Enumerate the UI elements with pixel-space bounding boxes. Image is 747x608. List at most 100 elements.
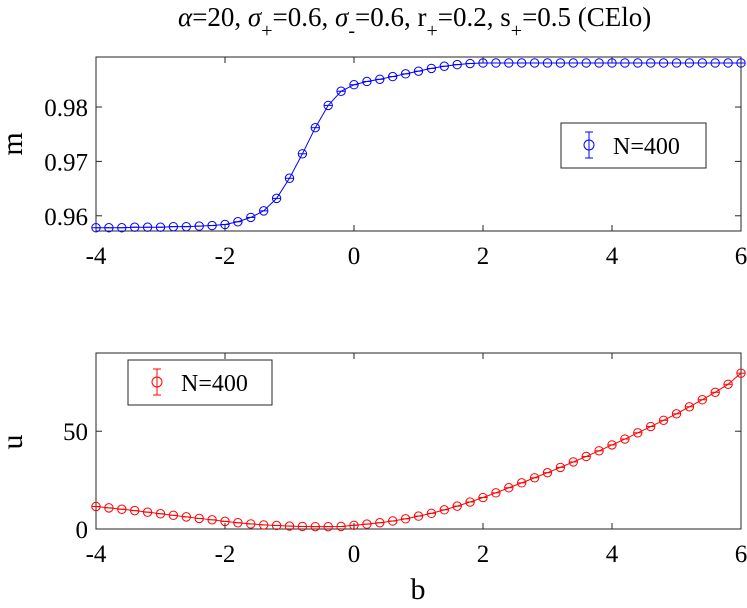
- data-point-m: [310, 122, 320, 133]
- data-point-m: [117, 223, 127, 233]
- y-tick-label-u: 50: [63, 419, 88, 446]
- data-point-u: [413, 511, 424, 521]
- chart-u: -4 -2 0 2 4 6 0 50 u b N=400: [0, 352, 747, 606]
- x-tick-label-u: 4: [606, 541, 619, 568]
- data-point-m: [581, 58, 591, 68]
- y-axis-label-m: m: [0, 132, 29, 155]
- data-point-u: [594, 446, 604, 456]
- data-point-u: [271, 520, 282, 531]
- data-point-u: [284, 521, 295, 531]
- data-point-m: [723, 58, 733, 68]
- data-point-m: [130, 222, 140, 232]
- data-point-u: [620, 434, 630, 444]
- data-point-u: [633, 428, 643, 438]
- data-point-m: [400, 69, 411, 79]
- data-point-u: [684, 402, 695, 412]
- axes-ticks-m: -4 -2 0 2 4 6 0.96 0.97 0.98: [44, 57, 747, 270]
- data-point-m: [452, 59, 462, 70]
- data-point-u: [323, 521, 333, 532]
- data-point-m: [168, 221, 179, 232]
- data-point-m: [388, 71, 398, 82]
- data-point-m: [620, 58, 630, 68]
- legend-m: N=400: [560, 122, 707, 169]
- x-tick-label-u: 6: [735, 541, 747, 568]
- data-point-m: [646, 58, 656, 68]
- data-point-u: [142, 507, 153, 517]
- data-point-u: [194, 513, 204, 524]
- data-point-u: [568, 457, 578, 467]
- data-point-u: [310, 521, 320, 532]
- data-point-m: [517, 58, 527, 68]
- x-tick-label-m: 4: [606, 243, 619, 270]
- data-point-m: [671, 58, 682, 68]
- data-point-u: [220, 516, 230, 527]
- data-point-m: [736, 58, 746, 68]
- data-point-m: [194, 221, 204, 231]
- plot-frame-u: [95, 352, 742, 530]
- x-tick-label-m: 6: [735, 243, 747, 270]
- data-point-m: [684, 58, 695, 68]
- data-point-u: [491, 488, 501, 498]
- data-point-u: [181, 512, 192, 522]
- data-point-m: [413, 66, 424, 76]
- data-point-u: [388, 516, 398, 526]
- data-point-m: [233, 217, 243, 227]
- data-point-m: [207, 220, 217, 231]
- data-point-u: [504, 483, 514, 493]
- data-point-m: [349, 80, 359, 90]
- data-point-m: [529, 58, 540, 68]
- x-tick-label-u: 0: [348, 541, 361, 568]
- data-point-m: [259, 206, 269, 216]
- data-point-m: [323, 100, 333, 111]
- data-point-u: [91, 501, 101, 512]
- data-point-u: [607, 440, 617, 450]
- legend-box-m: [560, 122, 707, 169]
- data-point-u: [465, 497, 475, 507]
- data-point-m: [568, 58, 578, 68]
- data-point-m: [594, 58, 604, 68]
- series-marks-u: [91, 368, 746, 532]
- data-point-m: [465, 58, 475, 69]
- data-point-u: [529, 473, 540, 483]
- x-tick-label-u: -2: [215, 541, 236, 568]
- data-point-m: [246, 212, 256, 223]
- data-point-u: [400, 514, 411, 524]
- data-point-u: [658, 415, 669, 425]
- data-point-u: [336, 521, 346, 532]
- data-point-u: [439, 505, 449, 515]
- x-tick-label-m: 2: [477, 243, 490, 270]
- data-point-u: [542, 467, 553, 478]
- data-point-m: [104, 223, 114, 233]
- chart-m: -4 -2 0 2 4 6 0.96 0.97 0.98 m N=400: [0, 56, 747, 270]
- data-point-u: [168, 510, 179, 521]
- legend-label-m: N=400: [613, 134, 680, 160]
- legend-label-u: N=400: [181, 371, 248, 397]
- data-point-u: [426, 508, 437, 519]
- data-point-u: [478, 492, 488, 503]
- data-point-u: [517, 478, 527, 488]
- data-point-u: [710, 387, 720, 398]
- x-tick-label-u: 2: [477, 541, 490, 568]
- chart-title: α=20, σ+=0.6, σ-=0.6, r+=0.2, s+=0.5 (CE…: [178, 2, 651, 42]
- y-tick-label-m: 0.98: [44, 95, 88, 122]
- data-point-u: [207, 515, 217, 525]
- data-point-m: [439, 61, 449, 71]
- data-point-u: [555, 462, 566, 473]
- data-point-u: [697, 395, 707, 405]
- data-point-u: [117, 504, 127, 514]
- data-point-m: [271, 193, 282, 204]
- series-marks-m: [91, 58, 746, 233]
- legend-marker-m: [583, 139, 595, 151]
- x-axis-label-b: b: [411, 573, 426, 606]
- data-point-u: [130, 505, 140, 516]
- data-point-u: [259, 520, 269, 530]
- data-point-m: [297, 149, 308, 159]
- data-point-m: [710, 58, 720, 68]
- y-tick-label-u: 0: [76, 517, 89, 544]
- data-point-m: [607, 58, 617, 68]
- data-point-u: [452, 501, 462, 511]
- data-point-m: [142, 222, 153, 232]
- data-point-m: [181, 221, 192, 232]
- legend-marker-u: [151, 376, 163, 388]
